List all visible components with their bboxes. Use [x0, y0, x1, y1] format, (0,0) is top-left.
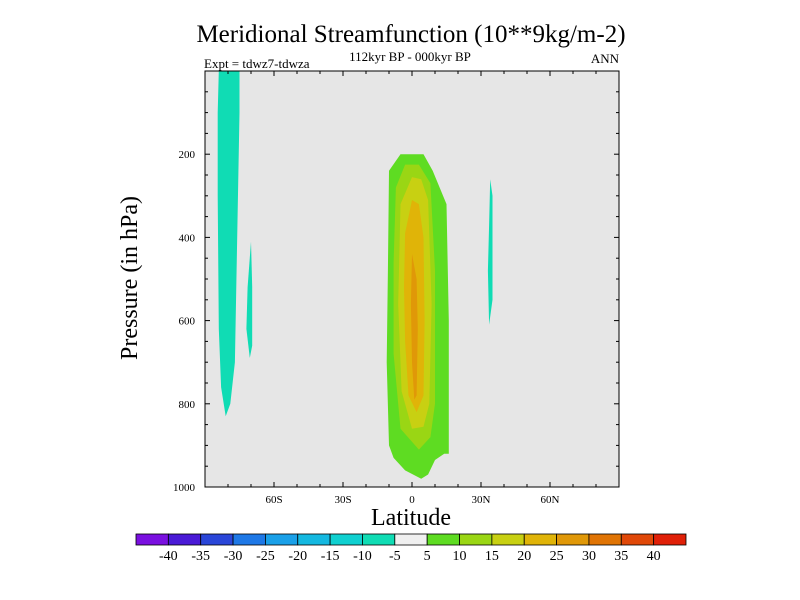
colorbar-label: 20: [517, 549, 531, 564]
colorbar-swatch: [426, 533, 460, 546]
colorbar-swatch: [459, 533, 493, 546]
y-tick-label: 800: [179, 399, 196, 411]
colorbar-swatch: [588, 533, 622, 546]
chart-subtitle-right: ANN: [591, 51, 620, 66]
colorbar-swatch: [200, 533, 234, 546]
colorbar-label: 25: [550, 549, 564, 564]
colorbar-swatch: [167, 533, 202, 546]
colorbar-swatch: [232, 533, 266, 546]
colorbar-label: 15: [485, 549, 499, 564]
x-tick-label: 30S: [334, 494, 351, 506]
colorbar-swatch: [297, 533, 331, 546]
y-tick-label: 400: [179, 232, 196, 244]
y-axis-label: Pressure (in hPa): [117, 196, 143, 360]
colorbar-swatch: [394, 533, 428, 546]
colorbar-swatch: [265, 533, 299, 546]
contour-region--10-to--5-0: [217, 71, 240, 417]
axis-ticks: 60S 30S 0 30N 60N 200 400 600 800 1000: [173, 71, 619, 506]
colorbar-label: -5: [389, 549, 401, 564]
colorbar-label: -25: [256, 549, 275, 564]
contour-region-25-to-30-7: [410, 254, 418, 400]
colorbar-label: -10: [353, 549, 372, 564]
x-tick-label: 30N: [472, 494, 491, 506]
colorbar-swatch: [653, 533, 687, 546]
chart-subtitle-center: 112kyr BP - 000kyr BP: [349, 49, 471, 64]
x-tick-label: 0: [409, 494, 415, 506]
contour-region--10-to--5-1: [246, 241, 253, 358]
colorbar-label: 10: [453, 549, 467, 564]
colorbar-label: 5: [424, 549, 431, 564]
colorbar-swatch: [523, 533, 557, 546]
colorbar-label: -40: [159, 549, 178, 564]
colorbar-swatch: [556, 533, 590, 546]
contour-fills: [217, 71, 493, 479]
colorbar: -40 -35 -30 -25 -20 -15 -10 -5 5 10 15 20 25 30 35 40: [135, 533, 687, 564]
y-tick-label: 600: [179, 316, 196, 328]
colorbar-label: -20: [288, 549, 307, 564]
colorbar-label: 35: [614, 549, 628, 564]
plot-area: 60S 30S 0 30N 60N 200 400 600 800 1000: [173, 70, 620, 506]
colorbar-label: -15: [321, 549, 340, 564]
colorbar-swatch: [329, 533, 363, 546]
colorbar-swatch: [362, 533, 396, 546]
x-axis-label: Latitude: [371, 505, 451, 531]
chart-title: Meridional Streamfunction (10**9kg/m-2): [196, 21, 625, 48]
contour-region--10-to--5-2: [487, 179, 493, 325]
colorbar-swatch: [135, 533, 169, 546]
x-tick-label: 60N: [541, 494, 560, 506]
chart-subtitle-left: Expt = tdwz7-tdwza: [204, 56, 310, 71]
y-tick-label: 1000: [173, 482, 196, 494]
y-tick-label: 200: [179, 149, 196, 161]
x-tick-label: 60S: [265, 494, 282, 506]
colorbar-label: -35: [191, 549, 210, 564]
colorbar-label: 40: [647, 549, 661, 564]
colorbar-label: -30: [224, 549, 243, 564]
colorbar-swatch: [620, 533, 655, 546]
colorbar-swatch: [491, 533, 525, 546]
colorbar-label: 30: [582, 549, 596, 564]
